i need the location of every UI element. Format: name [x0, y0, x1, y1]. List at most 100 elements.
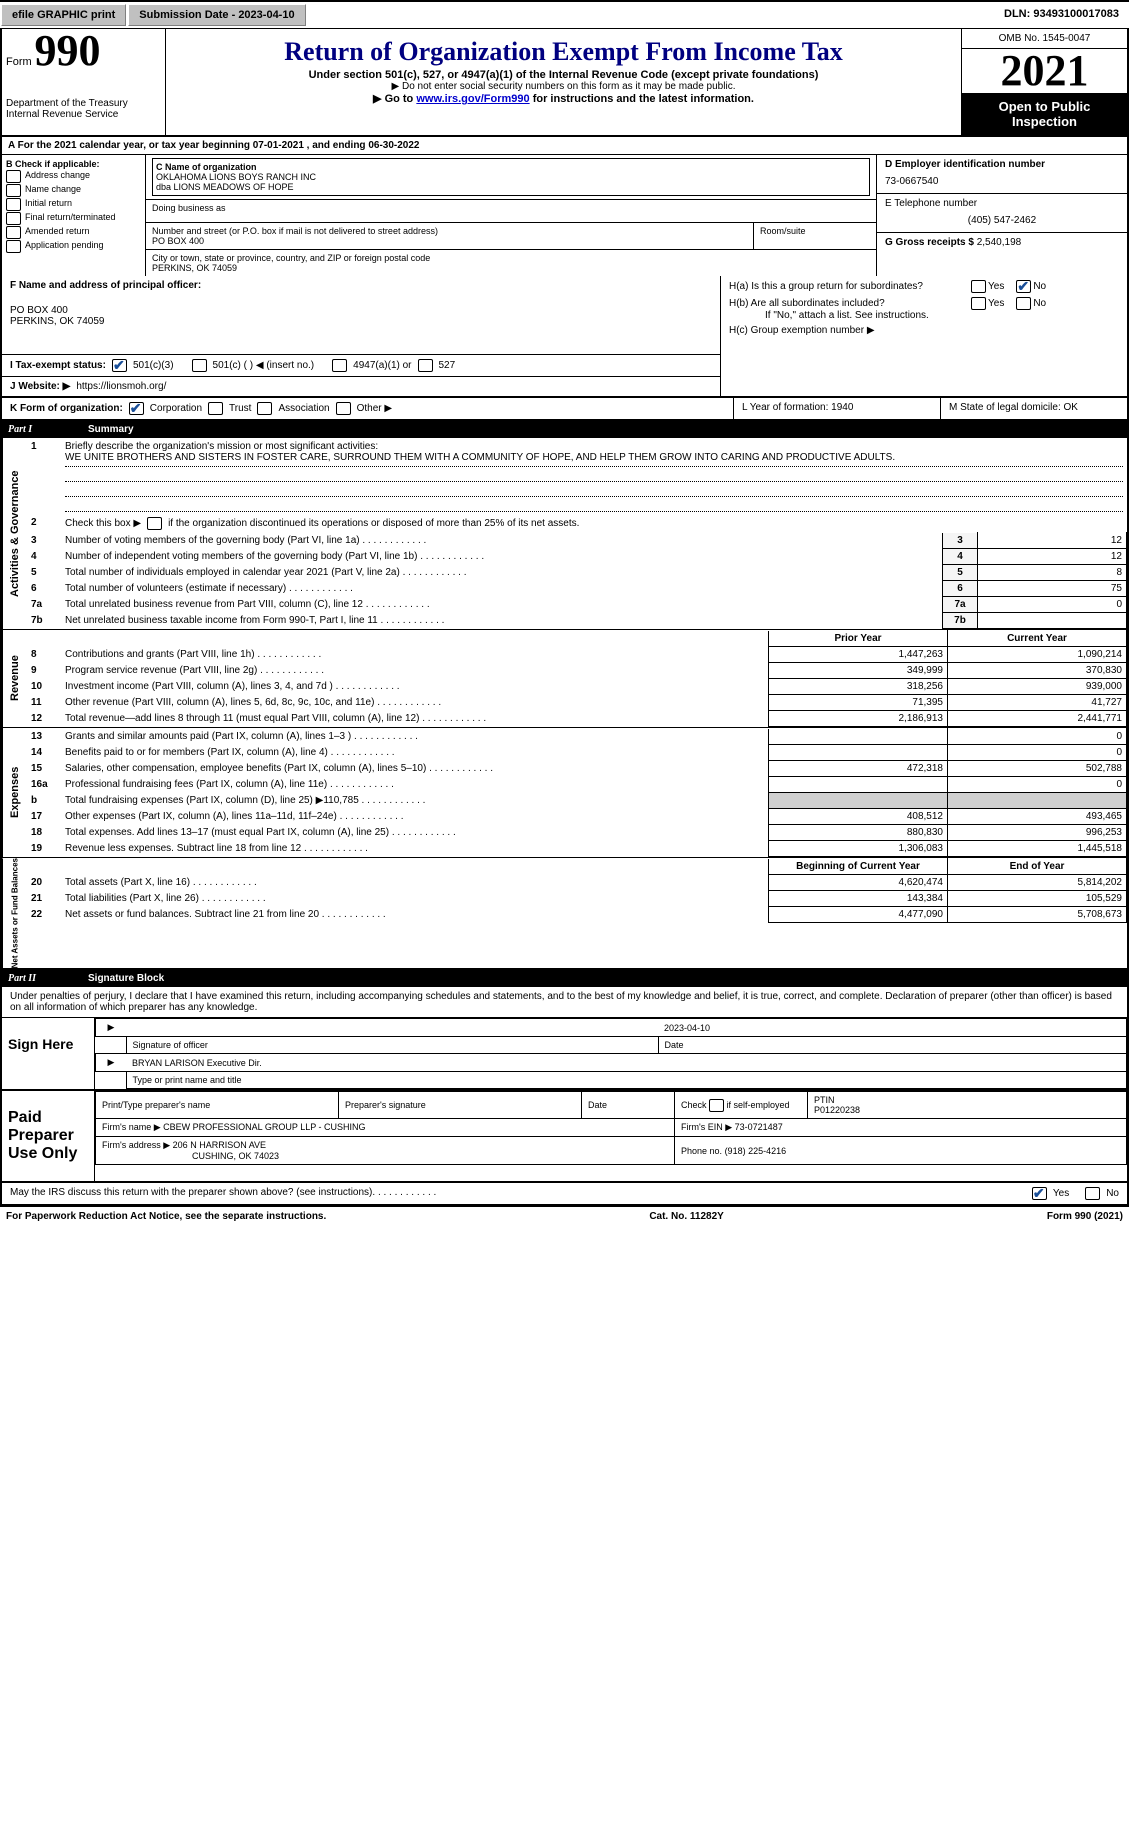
line-16a-curr: 0 — [948, 777, 1127, 793]
form-subtitle-1: Under section 501(c), 527, or 4947(a)(1)… — [174, 69, 953, 81]
city-label: City or town, state or province, country… — [152, 253, 870, 263]
ck-final-return[interactable] — [6, 212, 21, 225]
ck-trust[interactable] — [208, 402, 223, 415]
hb-attach: If "No," attach a list. See instructions… — [765, 310, 1119, 321]
ck-discuss-yes[interactable] — [1032, 1187, 1047, 1200]
line-15-text: Salaries, other compensation, employee b… — [61, 761, 769, 777]
officer-label: F Name and address of principal officer: — [10, 280, 712, 291]
line-12-curr: 2,441,771 — [948, 711, 1127, 727]
firm-phone-label: Phone no. — [681, 1146, 722, 1156]
ha-label: H(a) Is this a group return for subordin… — [729, 281, 959, 292]
line-9-curr: 370,830 — [948, 663, 1127, 679]
ck-other[interactable] — [336, 402, 351, 415]
ptin-label: PTIN — [814, 1095, 1120, 1105]
submission-date-btn[interactable]: Submission Date - 2023-04-10 — [128, 4, 305, 26]
firm-name: CBEW PROFESSIONAL GROUP LLP - CUSHING — [163, 1122, 365, 1132]
line-12-prior: 2,186,913 — [769, 711, 948, 727]
line-14-prior — [769, 745, 948, 761]
line-20-text: Total assets (Part X, line 16) — [61, 875, 769, 891]
l1-label: Briefly describe the organization's miss… — [65, 441, 378, 452]
part2-title: Signature Block — [88, 973, 164, 984]
line-10-prior: 318,256 — [769, 679, 948, 695]
line-14-curr: 0 — [948, 745, 1127, 761]
line-5-val: 8 — [978, 565, 1127, 581]
prep-print-label: Print/Type preparer's name — [96, 1092, 339, 1119]
ck-corp[interactable] — [129, 402, 144, 415]
firm-ein: 73-0721487 — [735, 1122, 783, 1132]
ck-discuss-no[interactable] — [1085, 1187, 1100, 1200]
line-b-text: Total fundraising expenses (Part IX, col… — [61, 793, 769, 809]
arrow-icon-2: ▶ — [96, 1054, 127, 1072]
ck-self-employed[interactable] — [709, 1099, 724, 1112]
dln-text: DLN: 93493100017083 — [994, 2, 1129, 28]
line-13-text: Grants and similar amounts paid (Part IX… — [61, 729, 769, 745]
prep-date-label: Date — [582, 1092, 675, 1119]
ck-ha-yes[interactable] — [971, 280, 986, 293]
officer-addr2: PERKINS, OK 74059 — [10, 316, 712, 327]
line-7a-num: 7a — [943, 597, 978, 613]
ck-app-pending[interactable] — [6, 240, 21, 253]
vtab-netassets: Net Assets or Fund Balances — [2, 858, 27, 968]
line-16a-text: Professional fundraising fees (Part IX, … — [61, 777, 769, 793]
dba-label: Doing business as — [146, 200, 876, 223]
ck-amended[interactable] — [6, 226, 21, 239]
form-subtitle-2: ▶ Do not enter social security numbers o… — [174, 81, 953, 92]
officer-name-label: Type or print name and title — [126, 1072, 1127, 1089]
line-15-prior: 472,318 — [769, 761, 948, 777]
line-8-curr: 1,090,214 — [948, 647, 1127, 663]
sig-date-label: Date — [658, 1037, 1127, 1054]
city-value: PERKINS, OK 74059 — [152, 263, 870, 273]
line-4-val: 12 — [978, 549, 1127, 565]
line-15-curr: 502,788 — [948, 761, 1127, 777]
line-8-text: Contributions and grants (Part VIII, lin… — [61, 647, 769, 663]
ck-501c[interactable] — [192, 359, 207, 372]
ck-4947[interactable] — [332, 359, 347, 372]
ptin-value: P01220238 — [814, 1105, 1120, 1115]
ein-value: 73-0667540 — [885, 176, 1119, 187]
footer-mid: Cat. No. 11282Y — [649, 1211, 723, 1222]
line-3-num: 3 — [943, 533, 978, 549]
ck-initial-return[interactable] — [6, 198, 21, 211]
line-7a-text: Total unrelated business revenue from Pa… — [61, 597, 943, 613]
phone-value: (405) 547-2462 — [885, 215, 1119, 226]
efile-print-btn[interactable]: efile GRAPHIC print — [1, 4, 126, 26]
dept-treasury: Department of the Treasury — [6, 98, 161, 109]
line-4-num: 4 — [943, 549, 978, 565]
firm-name-label: Firm's name ▶ — [102, 1122, 161, 1132]
firm-addr1: 206 N HARRISON AVE — [173, 1140, 266, 1150]
line-3-text: Number of voting members of the governin… — [61, 533, 943, 549]
paid-preparer-label: Paid Preparer Use Only — [2, 1091, 95, 1181]
open-to-public: Open to PublicInspection — [962, 93, 1127, 135]
ck-ha-no[interactable] — [1016, 280, 1031, 293]
ck-hb-no[interactable] — [1016, 297, 1031, 310]
ck-501c3[interactable] — [112, 359, 127, 372]
line-4-text: Number of independent voting members of … — [61, 549, 943, 565]
line-17-curr: 493,465 — [948, 809, 1127, 825]
firm-ein-label: Firm's EIN ▶ — [681, 1122, 732, 1132]
ck-name-change[interactable] — [6, 184, 21, 197]
ein-label: D Employer identification number — [885, 159, 1119, 170]
vtab-revenue: Revenue — [2, 630, 27, 727]
line-16a-prior — [769, 777, 948, 793]
ck-hb-yes[interactable] — [971, 297, 986, 310]
tax-year: 2021 — [962, 49, 1127, 93]
irs-link[interactable]: www.irs.gov/Form990 — [416, 93, 529, 105]
ck-address-change[interactable] — [6, 170, 21, 183]
sign-here-label: Sign Here — [2, 1018, 95, 1089]
hc-label: H(c) Group exemption number ▶ — [729, 325, 1119, 336]
beg-year-hdr: Beginning of Current Year — [769, 859, 948, 875]
sig-officer-label: Signature of officer — [126, 1037, 658, 1054]
street-value: PO BOX 400 — [152, 236, 747, 246]
ck-discontinued[interactable] — [147, 517, 162, 530]
ck-527[interactable] — [418, 359, 433, 372]
line-10-curr: 939,000 — [948, 679, 1127, 695]
form-number: 990 — [34, 26, 100, 75]
ck-assoc[interactable] — [257, 402, 272, 415]
line-7a-val: 0 — [978, 597, 1127, 613]
section-b-header: B Check if applicable: — [6, 159, 141, 169]
line-7b-num: 7b — [943, 613, 978, 629]
part1-num: Part I — [8, 424, 68, 435]
firm-phone: (918) 225-4216 — [725, 1146, 787, 1156]
current-year-hdr: Current Year — [948, 631, 1127, 647]
mission-text: WE UNITE BROTHERS AND SISTERS IN FOSTER … — [65, 452, 1123, 467]
